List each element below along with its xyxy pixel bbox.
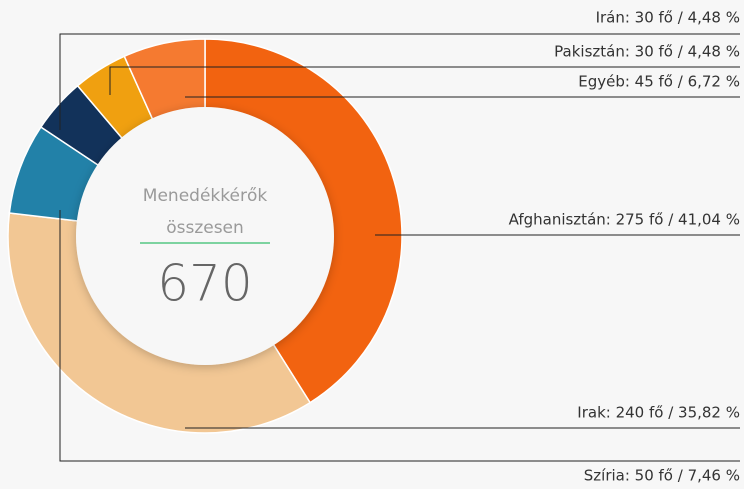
center-subtitle: összesen: [166, 218, 244, 238]
center-title: Menedékkérők: [143, 186, 268, 206]
data-label: Egyéb: 45 fő / 6,72 %: [578, 73, 740, 91]
leader-line: [109, 66, 740, 95]
leader-line: [59, 33, 740, 130]
data-label: Irán: 30 fő / 4,48 %: [596, 9, 740, 27]
leader-line: [59, 210, 740, 462]
leaders: Afghanisztán: 275 fő / 41,04 % Irak: 240 …: [59, 9, 740, 485]
center-disc: [76, 107, 334, 365]
data-label: Afghanisztán: 275 fő / 41,04 %: [509, 211, 740, 229]
center-total: 670: [157, 255, 252, 313]
data-label: Szíria: 50 fő / 7,46 %: [584, 467, 740, 485]
data-label: Irak: 240 fő / 35,82 %: [577, 404, 740, 422]
data-label: Pakisztán: 30 fő / 4,48 %: [554, 43, 740, 61]
